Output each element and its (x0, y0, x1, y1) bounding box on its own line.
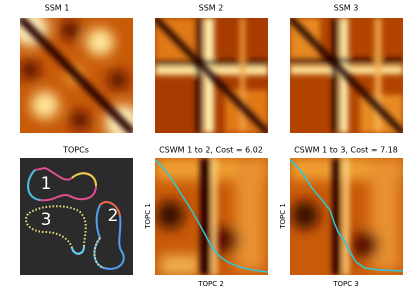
ssm-image (20, 18, 133, 133)
ssm-image (290, 18, 403, 133)
x-axis-label: TOPC 2 (197, 280, 224, 288)
y-axis-label: TOPC 1 (279, 203, 287, 230)
panel-title: TOPCs (62, 146, 89, 155)
panel-title: SSM 1 (45, 4, 70, 13)
ssm-image (155, 18, 268, 133)
topc-curves (25, 166, 125, 270)
cswm-image (290, 158, 403, 275)
x-axis-label: TOPC 3 (332, 280, 359, 288)
panel-title: CSWM 1 to 3, Cost = 7.18 (294, 146, 398, 155)
panel-title: SSM 3 (334, 4, 359, 13)
panel-title: CSWM 1 to 2, Cost = 6.02 (159, 146, 263, 155)
y-axis-label: TOPC 1 (144, 203, 152, 230)
topc-label: 2 (108, 206, 119, 226)
panel-title: SSM 2 (199, 4, 224, 13)
topc-image (20, 158, 133, 275)
topc-label: 1 (41, 174, 52, 194)
cswm-image (155, 158, 268, 275)
topc-label: 3 (41, 210, 52, 230)
